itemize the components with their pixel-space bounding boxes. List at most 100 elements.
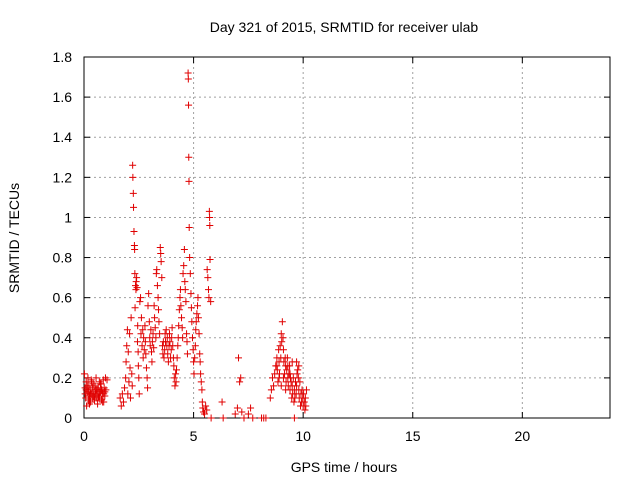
data-point	[125, 378, 133, 386]
data-point	[192, 326, 200, 334]
data-point	[136, 298, 144, 306]
x-tick-labels: 0 5 10 15 20	[80, 428, 530, 444]
data-point	[117, 402, 125, 410]
data-points	[80, 69, 310, 422]
data-point	[262, 414, 270, 422]
data-point	[190, 358, 198, 366]
data-point	[233, 404, 241, 412]
x-tick-label: 5	[190, 428, 198, 444]
data-point	[293, 358, 301, 366]
data-point	[148, 348, 156, 356]
data-point	[293, 370, 301, 378]
data-point	[154, 294, 162, 302]
data-point	[195, 330, 203, 338]
y-tick-labels: 0 0.2 0.4 0.6 0.8 1 1.2 1.4 1.6 1.8	[53, 49, 73, 426]
data-point	[103, 376, 111, 384]
data-point	[268, 374, 276, 382]
y-axis-title: SRMTID / TECUs	[6, 183, 22, 293]
data-point	[206, 213, 214, 221]
data-point	[155, 318, 163, 326]
data-point	[172, 370, 180, 378]
data-point	[180, 262, 188, 270]
data-point	[238, 408, 246, 416]
data-point	[191, 342, 199, 350]
data-point	[134, 362, 142, 370]
data-point	[283, 366, 291, 374]
data-point	[237, 374, 245, 382]
data-point	[139, 326, 147, 334]
y-tick-label: 1.4	[53, 129, 73, 145]
data-point	[176, 294, 184, 302]
data-point	[194, 294, 202, 302]
x-tick-label: 15	[405, 428, 421, 444]
data-point	[203, 266, 211, 274]
data-point	[189, 346, 197, 354]
data-point	[126, 330, 134, 338]
data-point	[207, 414, 215, 422]
data-point	[157, 258, 165, 266]
data-point	[164, 358, 172, 366]
data-point	[83, 382, 91, 390]
data-point	[127, 314, 135, 322]
data-point	[157, 250, 165, 258]
data-point	[270, 382, 278, 390]
data-point	[231, 410, 239, 418]
y-tick-label: 0	[64, 410, 72, 426]
data-point	[147, 326, 155, 334]
data-point	[178, 314, 186, 322]
data-point	[119, 398, 127, 406]
data-point	[278, 338, 286, 346]
data-point	[148, 358, 156, 366]
data-point	[94, 400, 102, 408]
data-point	[185, 177, 193, 185]
data-point	[205, 294, 213, 302]
data-point	[301, 406, 309, 414]
data-point	[172, 378, 180, 386]
data-point	[207, 298, 215, 306]
data-point	[130, 227, 138, 235]
y-tick-label: 1	[64, 209, 72, 225]
data-point	[206, 256, 214, 264]
data-point	[175, 322, 183, 330]
data-point	[167, 346, 175, 354]
data-point	[151, 324, 159, 332]
data-point	[144, 384, 152, 392]
data-point	[168, 324, 176, 332]
data-point	[131, 270, 139, 278]
data-point	[134, 322, 142, 330]
data-point	[206, 221, 214, 229]
data-point	[197, 378, 205, 386]
data-point	[219, 414, 227, 422]
data-point	[85, 400, 93, 408]
data-point	[296, 378, 304, 386]
axis-ticks	[83, 56, 610, 419]
data-point	[137, 294, 145, 302]
data-point	[295, 362, 303, 370]
data-point	[294, 374, 302, 382]
data-point	[145, 290, 153, 298]
data-point	[126, 394, 134, 402]
data-point	[282, 386, 290, 394]
data-point	[240, 414, 248, 422]
data-point	[247, 404, 255, 412]
data-point	[198, 398, 206, 406]
chart-title: Day 321 of 2015, SRMTID for receiver ula…	[210, 19, 479, 35]
data-point	[196, 358, 204, 366]
x-tick-label: 0	[80, 428, 88, 444]
data-point	[131, 304, 139, 312]
data-point	[196, 350, 204, 358]
data-point	[194, 314, 202, 322]
data-point	[302, 386, 310, 394]
data-point	[180, 246, 188, 254]
data-point	[279, 334, 287, 342]
data-point	[204, 286, 212, 294]
data-point	[283, 354, 291, 362]
data-point	[203, 406, 211, 414]
data-point	[141, 322, 149, 330]
data-point	[133, 284, 141, 292]
data-point	[129, 189, 137, 197]
y-tick-label: 0.8	[53, 250, 73, 266]
data-point	[142, 364, 150, 372]
data-point	[201, 410, 209, 418]
